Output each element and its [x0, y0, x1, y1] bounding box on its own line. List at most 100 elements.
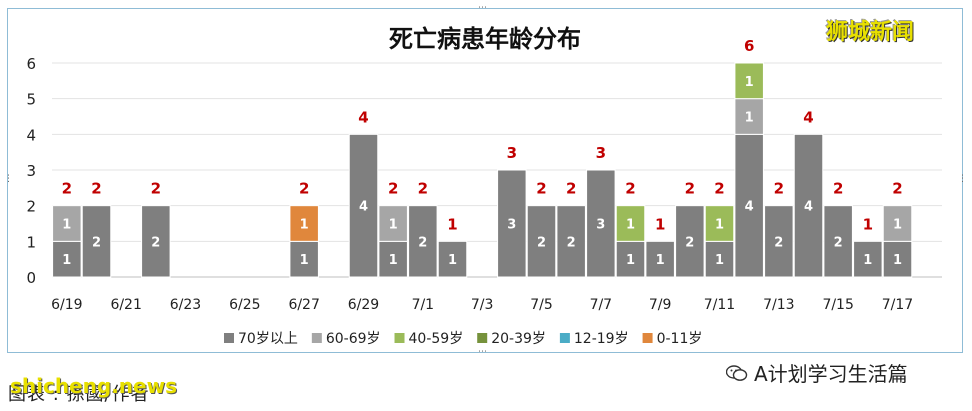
x-tick-label: 7/1: [412, 297, 435, 313]
bar-total-label: 4: [803, 108, 813, 126]
bar-segment-70plus: [81, 205, 112, 278]
bar-segment-70plus: [675, 205, 705, 278]
y-tick-label: 2: [26, 198, 36, 216]
bar-total-label: 1: [447, 215, 457, 233]
legend-label: 0-11岁: [657, 331, 703, 347]
bar-segment-40-59: [734, 62, 764, 100]
bar-total-label: 2: [833, 180, 843, 198]
segment-value-label: 1: [300, 218, 309, 233]
x-tick-label: 6/29: [348, 297, 379, 313]
segment-value-label: 3: [507, 218, 516, 233]
bar-total-label: 2: [685, 180, 695, 198]
bar-segment-70plus: [853, 240, 883, 278]
resize-handle-bottom[interactable]: ⋯: [478, 347, 487, 357]
bar-total-label: 1: [863, 215, 873, 233]
bar-segment-70plus: [348, 133, 379, 278]
bar-segment-70plus: [437, 240, 468, 278]
resize-handle-right[interactable]: ⋮: [958, 174, 967, 184]
segment-value-label: 1: [300, 253, 309, 268]
bar-total-label: 2: [625, 180, 635, 198]
x-tick-label: 6/23: [170, 297, 201, 313]
bar-segment-70plus: [141, 205, 171, 278]
segment-value-label: 1: [626, 253, 635, 268]
bar-segment-70plus: [704, 240, 735, 278]
bar-segment-70plus: [615, 240, 646, 278]
bar-total-label: 1: [655, 215, 665, 233]
bar-segment-60-69: [378, 205, 408, 242]
legend-swatch-60-69: [311, 333, 322, 343]
bar-total-label: 2: [151, 180, 161, 198]
legend-swatch-12-19: [559, 333, 570, 343]
segment-value-label: 4: [359, 200, 368, 215]
bar-segment-0-11: [289, 205, 319, 242]
bar-total-label: 2: [536, 180, 546, 198]
bar-segment-70plus: [408, 205, 438, 278]
bar-segment-70plus: [289, 240, 319, 278]
segment-value-label: 1: [863, 253, 872, 268]
chart-title: 死亡病患年龄分布: [389, 25, 581, 53]
resize-handle-left[interactable]: ⋮: [4, 174, 13, 184]
y-tick-label: 1: [26, 233, 36, 251]
wechat-account-name: A计划学习生活篇: [754, 362, 908, 386]
segment-value-label: 2: [834, 235, 843, 250]
x-tick-label: 7/3: [471, 297, 494, 313]
bar-segment-70plus: [556, 205, 586, 278]
legend-swatch-70plus: [224, 333, 234, 343]
x-tick-label: 6/21: [110, 297, 141, 313]
segment-value-label: 2: [567, 235, 576, 250]
segment-value-label: 1: [745, 111, 754, 126]
legend-swatch-40-59: [394, 333, 405, 343]
x-tick-label: 7/7: [590, 297, 613, 313]
bar-segment-70plus: [734, 133, 764, 278]
segment-value-label: 1: [389, 218, 398, 233]
segment-value-label: 4: [804, 200, 813, 215]
brand-logo-text: 狮城新闻: [826, 20, 915, 45]
y-tick-label: 0: [26, 269, 36, 287]
x-tick-label: 7/15: [822, 297, 853, 313]
y-tick-label: 5: [26, 91, 36, 109]
segment-value-label: 1: [62, 253, 71, 268]
segment-value-label: 1: [656, 253, 665, 268]
legend-label: 12-19岁: [574, 331, 629, 347]
bar-total-label: 4: [358, 108, 368, 126]
bar-total-label: 2: [892, 180, 902, 198]
y-tick-label: 4: [26, 126, 36, 144]
legend-label: 60-69岁: [326, 331, 381, 347]
segment-value-label: 2: [418, 235, 427, 250]
bar-total-label: 2: [62, 180, 72, 198]
bar-segment-70plus: [586, 169, 616, 278]
bar-segment-60-69: [882, 205, 913, 242]
segment-value-label: 1: [893, 218, 902, 233]
bar-segment-70plus: [526, 205, 557, 278]
wechat-account-badge: A计划学习生活篇: [726, 358, 908, 387]
segment-value-label: 2: [537, 235, 546, 250]
x-tick-label: 6/25: [229, 297, 260, 313]
x-tick-label: 6/27: [288, 297, 319, 313]
bar-segment-70plus: [793, 133, 824, 278]
x-tick-label: 7/13: [763, 297, 794, 313]
bar-segment-70plus: [823, 205, 853, 278]
segment-value-label: 1: [448, 253, 457, 268]
legend-label: 40-59岁: [409, 331, 464, 347]
bar-total-label: 3: [596, 144, 606, 162]
bar-total-label: 6: [744, 37, 754, 55]
segment-value-label: 1: [715, 218, 724, 233]
segment-value-label: 1: [745, 75, 754, 90]
segment-value-label: 4: [745, 200, 754, 215]
segment-value-label: 1: [389, 253, 398, 268]
segment-value-label: 1: [626, 218, 635, 233]
x-tick-label: 7/9: [649, 297, 672, 313]
legend-swatch-20-39: [477, 333, 488, 343]
watermark-text: shicheng.news: [10, 374, 177, 398]
bar-total-label: 2: [566, 180, 576, 198]
segment-value-label: 1: [62, 218, 71, 233]
segment-value-label: 2: [774, 235, 783, 250]
x-tick-label: 7/11: [704, 297, 735, 313]
y-tick-label: 3: [26, 162, 36, 180]
resize-handle-top[interactable]: ⋯: [478, 3, 487, 13]
x-tick-label: 7/17: [882, 297, 913, 313]
bar-total-label: 2: [299, 180, 309, 198]
segment-value-label: 3: [596, 218, 605, 233]
y-tick-label: 6: [26, 55, 36, 73]
